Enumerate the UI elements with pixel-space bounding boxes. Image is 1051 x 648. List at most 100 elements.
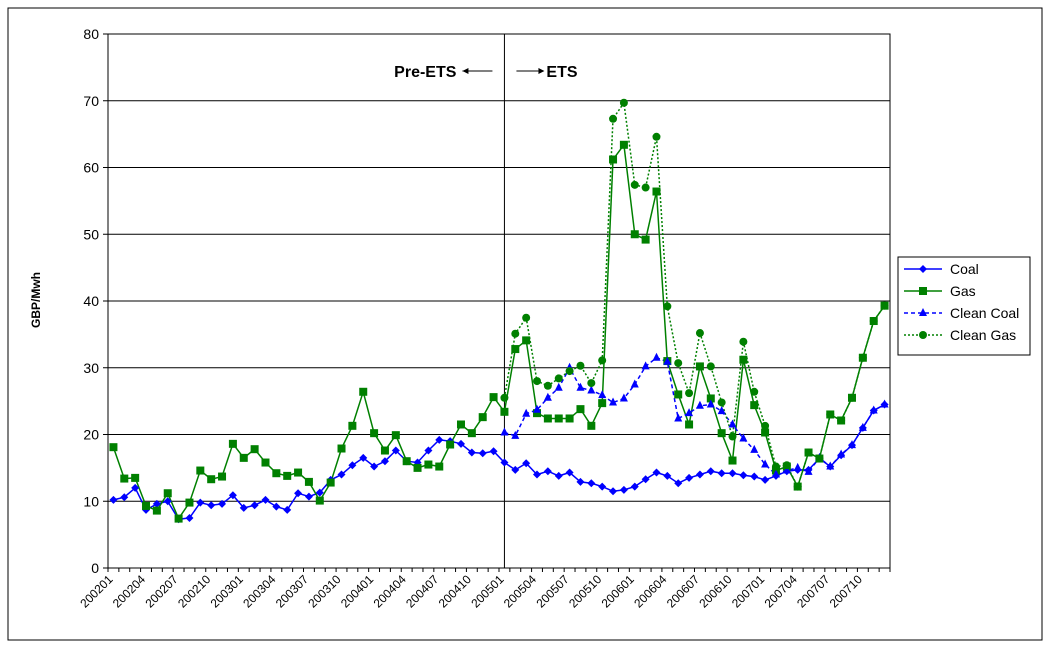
marker: [239, 503, 248, 512]
marker: [587, 421, 596, 430]
marker: [380, 457, 389, 466]
marker: [750, 387, 759, 396]
marker: [619, 485, 628, 494]
y-tick-label: 20: [83, 427, 99, 443]
marker: [598, 356, 607, 365]
marker: [919, 308, 927, 316]
marker: [576, 405, 585, 414]
marker: [174, 514, 183, 523]
marker: [630, 379, 639, 388]
marker: [750, 472, 759, 481]
y-tick-label: 60: [83, 160, 99, 176]
marker: [695, 329, 704, 338]
marker: [348, 421, 357, 430]
marker: [152, 506, 161, 515]
marker: [304, 477, 313, 486]
marker: [554, 382, 563, 391]
marker: [228, 439, 237, 448]
marker: [131, 473, 140, 482]
marker: [294, 468, 303, 477]
marker: [685, 420, 694, 429]
marker: [804, 448, 813, 457]
marker: [337, 470, 346, 479]
marker: [109, 443, 118, 452]
marker: [261, 495, 270, 504]
marker: [500, 393, 509, 402]
marker: [771, 469, 780, 478]
marker: [522, 313, 531, 322]
marker: [489, 447, 498, 456]
marker: [761, 459, 770, 468]
y-tick-label: 50: [83, 226, 99, 242]
marker: [739, 355, 748, 364]
marker: [294, 489, 303, 498]
marker: [370, 429, 379, 438]
marker: [326, 478, 335, 487]
marker: [847, 440, 856, 449]
marker: [424, 460, 433, 469]
marker: [869, 405, 878, 414]
marker: [826, 410, 835, 419]
marker: [511, 465, 520, 474]
legend-label: Coal: [950, 261, 979, 277]
marker: [163, 489, 172, 498]
marker: [652, 132, 661, 141]
marker: [609, 155, 618, 164]
marker: [576, 477, 585, 486]
marker: [619, 98, 628, 107]
marker: [869, 317, 878, 326]
legend-label: Gas: [950, 283, 976, 299]
marker: [663, 302, 672, 311]
marker: [685, 473, 694, 482]
marker: [717, 469, 726, 478]
marker: [761, 475, 770, 484]
marker: [196, 466, 205, 475]
marker: [919, 287, 927, 295]
marker: [837, 416, 846, 425]
marker: [554, 471, 563, 480]
marker: [598, 482, 607, 491]
marker: [565, 367, 574, 376]
y-tick-label: 70: [83, 93, 99, 109]
marker: [919, 331, 927, 339]
marker: [858, 353, 867, 362]
marker: [478, 449, 487, 458]
marker: [630, 482, 639, 491]
marker: [250, 501, 259, 510]
marker: [804, 466, 813, 475]
marker: [250, 445, 259, 454]
marker: [261, 458, 270, 467]
marker: [424, 446, 433, 455]
marker: [272, 502, 281, 511]
marker: [228, 491, 237, 500]
marker: [380, 446, 389, 455]
y-axis-label: GBP/Mwh: [29, 272, 43, 328]
marker: [489, 393, 498, 402]
marker: [456, 439, 465, 448]
marker: [272, 469, 281, 478]
marker: [587, 379, 596, 388]
marker: [207, 501, 216, 510]
marker: [858, 422, 867, 431]
marker: [728, 469, 737, 478]
marker: [706, 394, 715, 403]
legend-box: [897, 256, 1031, 356]
marker: [761, 421, 770, 430]
marker: [533, 404, 542, 413]
marker: [391, 431, 400, 440]
marker: [467, 429, 476, 438]
marker: [782, 465, 791, 474]
marker: [218, 472, 227, 481]
legend-label: Clean Gas: [950, 327, 1016, 343]
marker: [587, 385, 596, 394]
marker: [522, 459, 531, 468]
marker: [511, 329, 520, 338]
marker: [706, 362, 715, 371]
marker: [587, 479, 596, 488]
marker: [663, 471, 672, 480]
marker: [598, 399, 607, 408]
marker: [239, 453, 248, 462]
marker: [739, 433, 748, 442]
marker: [619, 393, 628, 402]
marker: [543, 467, 552, 476]
